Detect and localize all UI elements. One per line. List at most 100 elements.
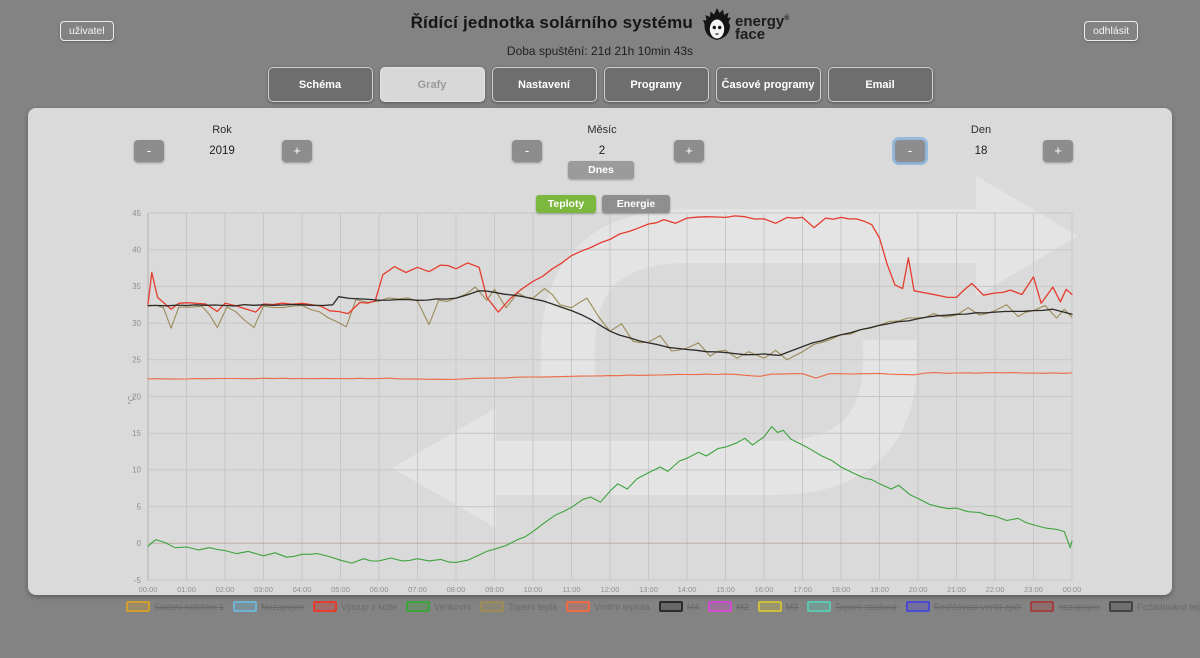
tab-programy[interactable]: Programy <box>603 67 709 102</box>
header: Řídící jednotka solárního systému energy… <box>0 7 1200 45</box>
svg-text:12:00: 12:00 <box>601 585 620 594</box>
svg-text:08:00: 08:00 <box>447 585 466 594</box>
legend-swatch <box>480 601 505 612</box>
legend-item[interactable]: Nezapojen <box>233 601 304 612</box>
svg-text:19:00: 19:00 <box>870 585 889 594</box>
svg-text:22:00: 22:00 <box>986 585 1005 594</box>
legend-label: M3 <box>785 601 799 612</box>
mesic-minus-button[interactable]: - <box>512 140 542 162</box>
legend-label: Topení teplá <box>508 601 558 612</box>
svg-text:13:00: 13:00 <box>639 585 658 594</box>
legend-label: M2 <box>736 601 749 612</box>
svg-text:11:00: 11:00 <box>562 585 580 594</box>
legend-swatch <box>566 601 591 612</box>
temperature-chart: 00:00 01:00 02:00 03:00 04:00 05:00 06:00 07:00… <box>127 176 1082 594</box>
den-label: Den <box>970 124 992 136</box>
energie-button[interactable]: Energie <box>602 195 670 213</box>
tab-bar: Schéma Grafy Nastavení Programy Časové p… <box>0 67 1200 102</box>
legend-item[interactable]: Požadovaná teplota směšovacího ventilu <box>1108 601 1200 612</box>
legend-swatch <box>1030 601 1055 612</box>
svg-text:15:00: 15:00 <box>716 585 735 594</box>
legend-item[interactable]: Topení studená <box>807 601 897 612</box>
logout-button[interactable]: odhlásit <box>1084 21 1139 41</box>
svg-text:02:00: 02:00 <box>216 585 235 594</box>
svg-text:04:00: 04:00 <box>293 585 312 594</box>
svg-text:5: 5 <box>137 502 142 511</box>
tab-email[interactable]: Email <box>827 67 933 102</box>
svg-text:07:00: 07:00 <box>408 585 427 594</box>
svg-text:0: 0 <box>137 539 142 548</box>
rok-value: 2019 <box>209 145 235 157</box>
rok-minus-button[interactable]: - <box>134 140 164 162</box>
legend-item[interactable]: M4 <box>658 601 699 612</box>
svg-text:16:00: 16:00 <box>755 585 774 594</box>
legend-swatch <box>807 601 832 612</box>
legend-item[interactable]: Vnitřní teplota <box>566 601 650 612</box>
legend-item[interactable]: Topení teplá <box>480 601 557 612</box>
tab-casove-programy[interactable]: Časové programy <box>715 67 821 102</box>
den-plus-button[interactable]: + <box>1043 140 1073 162</box>
svg-text:00:00: 00:00 <box>1063 585 1082 594</box>
tab-schema[interactable]: Schéma <box>267 67 373 102</box>
svg-text:20: 20 <box>132 392 141 401</box>
svg-text:21:00: 21:00 <box>947 585 966 594</box>
legend-swatch <box>905 601 930 612</box>
den-minus-button[interactable]: - <box>895 140 925 162</box>
chart-legend: Solární kolektor 1 Nezapojen Výstup z kotl… <box>126 601 1200 612</box>
registered-mark: ® <box>784 14 790 22</box>
rok-label: Rok <box>212 124 232 136</box>
svg-text:01:00: 01:00 <box>177 585 196 594</box>
svg-text:20:00: 20:00 <box>909 585 928 594</box>
svg-text:10: 10 <box>132 466 141 475</box>
legend-item[interactable]: M2 <box>708 601 749 612</box>
tab-nastaveni[interactable]: Nastavení <box>491 67 597 102</box>
svg-text:06:00: 06:00 <box>370 585 389 594</box>
svg-text:05:00: 05:00 <box>331 585 350 594</box>
legend-label: Požadovaná teplota směšovacího ventilu <box>1136 601 1200 612</box>
svg-text:14:00: 14:00 <box>678 585 697 594</box>
graphs-panel: 00:00 01:00 02:00 03:00 04:00 05:00 06:00 07:00… <box>28 108 1172 595</box>
legend-label: nezapojen <box>1058 601 1100 612</box>
legend-swatch <box>406 601 431 612</box>
legend-item[interactable]: Solární kolektor 1 <box>126 601 224 612</box>
legend-item[interactable]: Směšovací ventil zpět <box>905 601 1021 612</box>
svg-text:17:00: 17:00 <box>793 585 812 594</box>
svg-text:40: 40 <box>132 246 141 255</box>
today-button[interactable]: Dnes <box>568 161 634 179</box>
rok-plus-button[interactable]: + <box>282 140 312 162</box>
svg-text:10:00: 10:00 <box>524 585 543 594</box>
svg-text:00:00: 00:00 <box>139 585 158 594</box>
legend-label: Solární kolektor 1 <box>154 601 225 612</box>
legend-label: Výstup z kotle <box>341 601 398 612</box>
legend-item[interactable]: M3 <box>757 601 799 612</box>
legend-label: Topení studená <box>835 601 897 612</box>
skull-flame-icon <box>703 8 732 40</box>
svg-text:-5: -5 <box>134 576 142 585</box>
legend-swatch <box>658 601 683 612</box>
page-title: Řídící jednotka solárního systému <box>410 13 694 32</box>
user-button[interactable]: uživatel <box>60 21 114 41</box>
watermark-logo <box>392 176 1078 528</box>
svg-text:°C: °C <box>127 395 136 404</box>
mesic-plus-button[interactable]: + <box>674 140 704 162</box>
logo-text: energy® face <box>735 12 790 43</box>
svg-text:30: 30 <box>132 319 141 328</box>
teploty-button[interactable]: Teploty <box>536 195 596 213</box>
legend-label: Vnitřní teplota <box>594 601 650 612</box>
legend-item[interactable]: nezapojen <box>1030 601 1100 612</box>
legend-label: Nezapojen <box>261 601 305 612</box>
tab-grafy[interactable]: Grafy <box>379 67 485 102</box>
svg-text:23:00: 23:00 <box>1024 585 1043 594</box>
svg-text:25: 25 <box>132 356 141 365</box>
svg-text:18:00: 18:00 <box>832 585 851 594</box>
legend-swatch <box>233 601 258 612</box>
uptime-text: Doba spuštění: 21d 21h 10min 43s <box>506 44 694 58</box>
legend-swatch <box>313 601 338 612</box>
legend-swatch <box>126 601 150 612</box>
legend-label: Venkovní <box>434 601 472 612</box>
svg-text:09:00: 09:00 <box>485 585 504 594</box>
legend-item[interactable]: Výstup z kotle <box>313 601 397 612</box>
energyface-logo: energy® face <box>702 7 789 45</box>
mesic-label: Měsíc <box>587 124 617 136</box>
legend-item[interactable]: Venkovní <box>406 601 471 612</box>
